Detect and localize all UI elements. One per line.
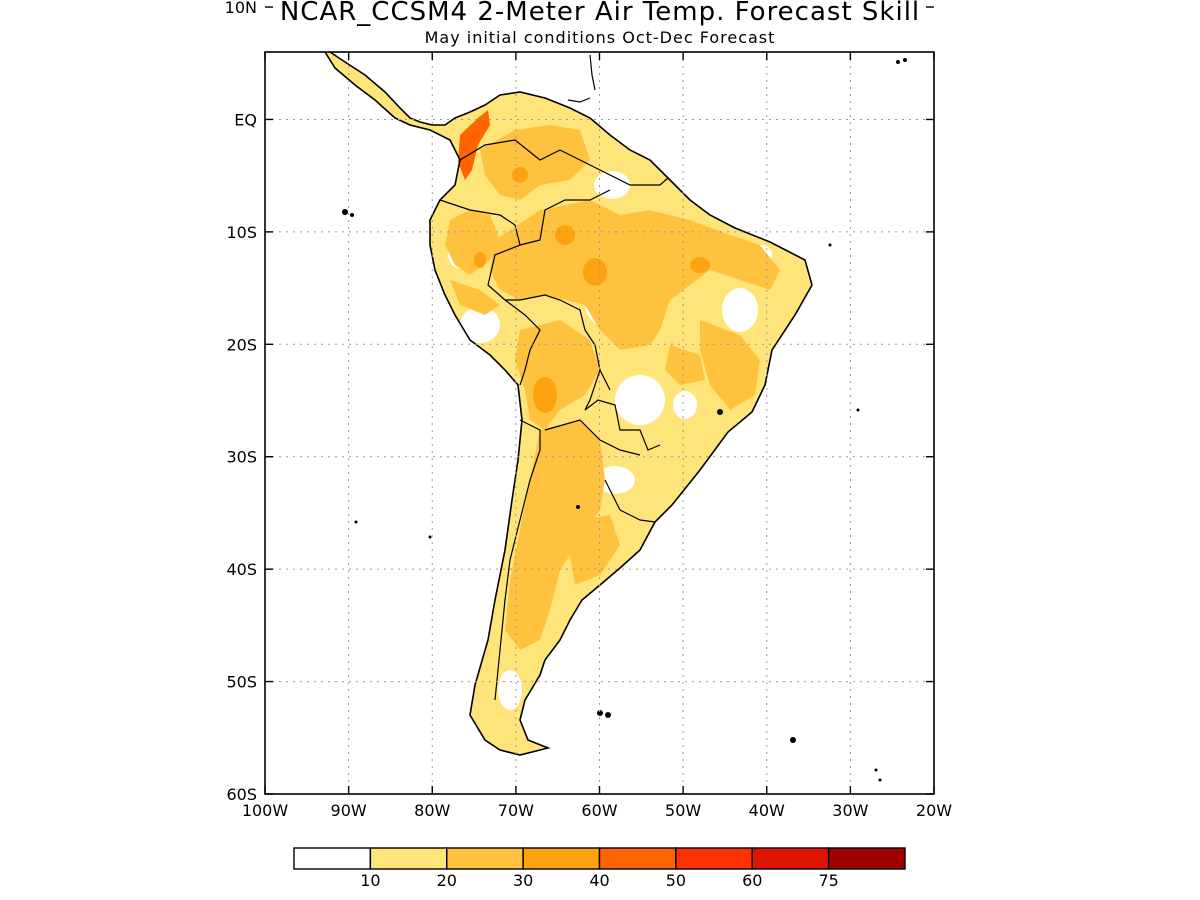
lat-axis: 10N EQ 10S 20S 30S 40S 50S 60S: [225, 0, 934, 804]
lon-tick-label: 70W: [498, 801, 534, 820]
legend-label: 60: [742, 871, 762, 890]
lon-tick-label: 30W: [832, 801, 868, 820]
legend-label: 10: [360, 871, 380, 890]
lat-tick-label: 10N: [225, 0, 257, 17]
lon-tick-label: 60W: [581, 801, 617, 820]
legend-swatch: [675, 847, 753, 870]
lon-tick-label: 20W: [916, 801, 952, 820]
lat-tick-label: 40S: [226, 560, 257, 579]
lon-tick-label: 50W: [665, 801, 701, 820]
legend-swatch: [522, 847, 601, 870]
lon-axis: 100W 90W 80W 70W 60W 50W 40W 30W 20W: [242, 52, 952, 820]
color-legend: 10 20 30 40 50 60 75: [293, 847, 906, 890]
legend-label: 20: [437, 871, 457, 890]
map-title: NCAR_CCSM4 2-Meter Air Temp. Forecast Sk…: [279, 0, 921, 27]
lon-tick-label: 80W: [414, 801, 450, 820]
lon-tick-label: 90W: [331, 801, 367, 820]
legend-label: 75: [818, 871, 838, 890]
legend-swatch: [293, 847, 372, 870]
lat-tick-label: 50S: [226, 673, 257, 692]
legend-label: 30: [513, 871, 533, 890]
lat-tick-label: 60S: [226, 785, 257, 804]
islands: [342, 58, 907, 782]
lat-tick-label: 30S: [226, 448, 257, 467]
lon-tick-label: 100W: [242, 801, 289, 820]
lon-tick-label: 40W: [749, 801, 785, 820]
peak-skill-patches: [458, 110, 490, 180]
legend-label: 40: [589, 871, 609, 890]
legend-swatch: [446, 847, 524, 870]
borders: [324, 52, 813, 756]
lat-tick-label: 20S: [226, 335, 257, 354]
lat-tick-label: EQ: [234, 110, 257, 129]
skill-field: [325, 52, 812, 755]
coastline: [324, 52, 813, 756]
legend-swatch: [369, 847, 448, 870]
legend-swatch: [751, 847, 830, 870]
map-subtitle: May initial conditions Oct-Dec Forecast: [424, 28, 776, 47]
legend-label: 50: [666, 871, 686, 890]
legend-swatch: [827, 847, 906, 870]
lat-tick-label: 10S: [226, 223, 257, 242]
legend-swatch: [598, 847, 677, 870]
gridlines: [265, 52, 934, 794]
